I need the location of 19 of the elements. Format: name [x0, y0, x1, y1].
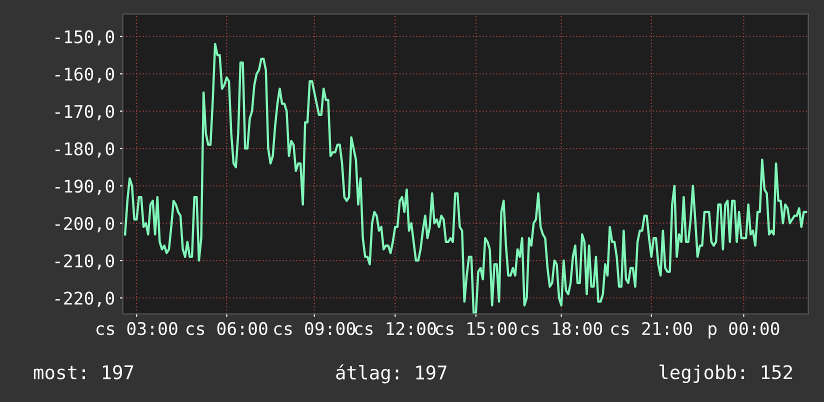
x-tick-label: p 00:00 — [708, 322, 780, 338]
x-tick-label: cs 03:00 — [96, 322, 178, 336]
y-tick-label: -150,0 — [55, 30, 114, 46]
x-tick-label: cs 12:00 — [355, 322, 436, 336]
y-tick-label: -180,0 — [55, 142, 114, 158]
y-tick-label: -170,0 — [55, 104, 114, 120]
text: most: 197 — [34, 365, 134, 380]
x-tick-label: cs 06:00 — [186, 322, 268, 336]
x-tick-label: cs 15:00 — [436, 322, 517, 336]
text: átlag: 197 — [336, 364, 446, 384]
y-tick-label: -200,0 — [55, 216, 114, 232]
x-tick-label: cs 21:00 — [611, 322, 692, 336]
y-tick-label: -190,0 — [55, 180, 114, 195]
x-tick-label: cs 18:00 — [521, 322, 602, 336]
x-tick-label: cs 09:00 — [274, 322, 356, 336]
y-tick-label: -160,0 — [55, 68, 114, 83]
y-tick-label: -210,0 — [55, 254, 114, 270]
y-tick-label: -220,0 — [55, 292, 114, 307]
text: legjobb: 152 — [660, 364, 792, 384]
